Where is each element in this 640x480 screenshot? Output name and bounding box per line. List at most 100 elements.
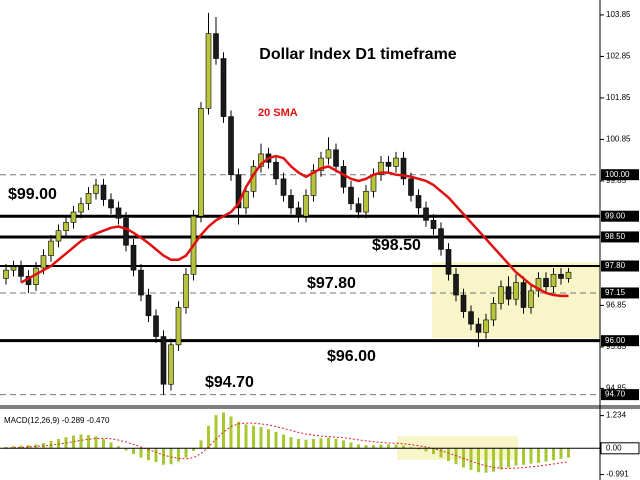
macd-bar — [154, 448, 158, 463]
macd-tick-label: 0.00 — [606, 443, 622, 452]
candle-body — [550, 273, 557, 288]
macd-bar — [379, 444, 383, 449]
macd-bar — [484, 448, 488, 473]
macd-bar — [304, 439, 308, 449]
candle-body — [10, 266, 17, 271]
macd-bar — [102, 439, 105, 449]
candle-body — [513, 282, 519, 300]
macd-bar — [514, 448, 518, 466]
level-label: 97.80 — [605, 261, 626, 270]
macd-bar — [387, 444, 390, 449]
candle-body — [370, 174, 377, 192]
macd-bar — [34, 444, 38, 449]
macd-bar — [124, 448, 128, 451]
macd-bar — [87, 435, 90, 449]
macd-bar — [477, 448, 480, 473]
macd-bar — [432, 448, 435, 455]
macd-bar — [439, 448, 443, 458]
candle-body — [205, 33, 212, 109]
candle-body — [145, 294, 152, 317]
macd-bar — [177, 448, 180, 462]
candle-body — [498, 286, 504, 304]
candle-body — [280, 178, 287, 196]
macd-bar — [417, 448, 420, 450]
candle-body — [213, 33, 219, 59]
candle-body — [288, 195, 294, 209]
macd-zero-box — [600, 442, 640, 455]
candle-body — [183, 273, 189, 308]
macd-bar — [357, 444, 360, 449]
level-box — [601, 231, 639, 243]
annotation: $98.50 — [372, 237, 421, 254]
macd-bar — [349, 442, 353, 449]
macd-bar — [79, 434, 83, 449]
candle-body — [40, 255, 47, 269]
y-tick-label: 94.85 — [606, 384, 627, 393]
candle-body — [363, 190, 369, 213]
candle-body — [385, 161, 392, 167]
macd-bar — [244, 424, 248, 449]
macd-bar — [169, 448, 173, 465]
macd-bar — [499, 448, 503, 470]
macd-bar — [402, 445, 405, 449]
candle-body — [475, 323, 482, 333]
candle-body — [393, 157, 399, 167]
chart-title: Dollar Index D1 timeframe — [259, 46, 457, 63]
candle-body — [198, 108, 204, 217]
candle-body — [558, 273, 564, 279]
macd-bar — [424, 448, 428, 452]
macd-bar — [147, 448, 150, 461]
candle-body — [70, 211, 77, 223]
macd-bar — [289, 437, 293, 449]
macd-bar — [364, 445, 368, 449]
macd-bar — [132, 448, 135, 455]
macd-bar — [447, 448, 450, 462]
candle-body — [160, 336, 167, 385]
y-tick-label: 102.85 — [606, 52, 631, 61]
macd-bar — [469, 448, 473, 471]
macd-bar — [507, 448, 510, 468]
candle-body — [108, 199, 114, 209]
candle-body — [333, 149, 339, 167]
candle-body — [468, 311, 474, 325]
macd-bar — [492, 448, 495, 472]
candle-body — [85, 193, 92, 205]
macd-bar — [109, 442, 113, 449]
plot-layer: 103.85102.85101.85100.8599.8596.8595.859… — [0, 10, 640, 479]
y-tick-label: 101.85 — [606, 93, 631, 102]
candle-body — [295, 207, 302, 217]
macd-bar — [372, 445, 375, 449]
macd-bar — [117, 446, 120, 449]
macd-bar — [342, 440, 345, 449]
macd-signal — [5, 422, 569, 469]
candle-body — [3, 269, 9, 279]
candle-body — [520, 282, 527, 308]
annotation: $99.00 — [8, 186, 57, 203]
macd-bar — [12, 446, 15, 449]
macd-bar — [409, 447, 413, 449]
macd-bar — [522, 448, 525, 465]
level-label: 96.00 — [605, 336, 626, 345]
candle-body — [505, 286, 512, 300]
macd-tick-label: 1.234 — [606, 411, 627, 420]
candle-body — [438, 228, 444, 250]
level-label: 94.70 — [605, 390, 626, 399]
macd-bar — [282, 434, 285, 449]
level-box — [601, 389, 639, 401]
candle-body — [355, 203, 362, 213]
sma-line — [20, 154, 569, 298]
candle-body — [490, 303, 497, 321]
macd-bar — [222, 412, 225, 449]
annotation: $96.00 — [327, 348, 376, 365]
macd-bar — [94, 436, 98, 449]
level-label: 98.50 — [605, 232, 626, 241]
candle-body — [535, 278, 542, 292]
macd-tick-label: -0.991 — [606, 470, 629, 479]
candle-body — [48, 240, 54, 256]
candle-body — [235, 174, 242, 209]
macd-bar — [72, 435, 75, 449]
level-box — [601, 210, 639, 222]
candle-body — [378, 161, 384, 175]
